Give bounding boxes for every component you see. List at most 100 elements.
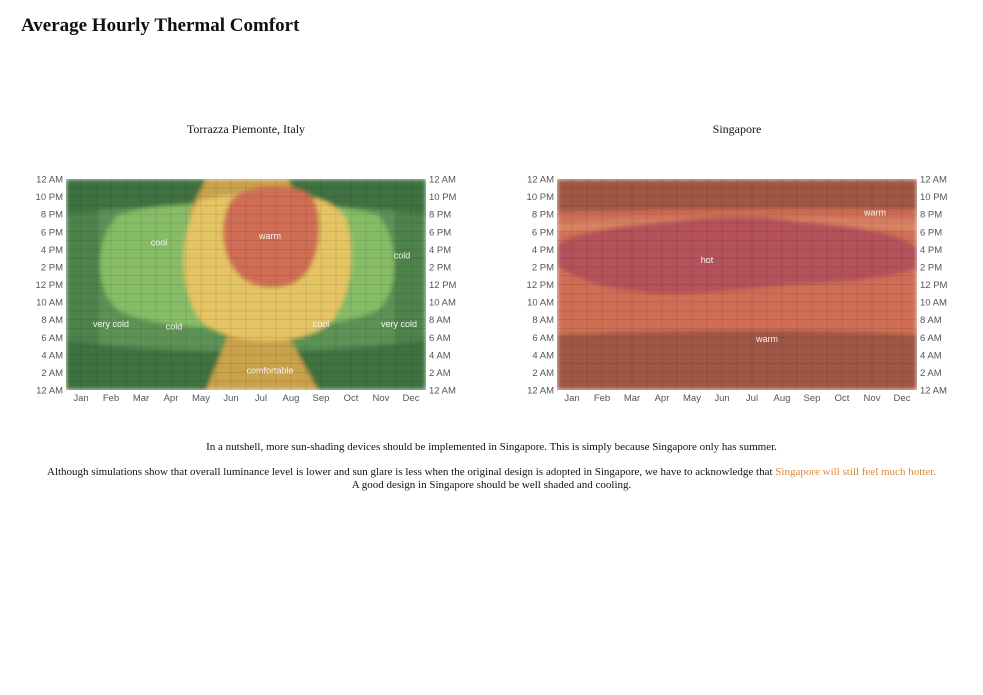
y-tick-label-right: 8 AM xyxy=(920,315,942,326)
y-tick-label-left: 6 PM xyxy=(532,227,554,238)
y-tick-label-left: 4 PM xyxy=(41,245,63,256)
y-tick-label-right: 10 PM xyxy=(429,192,457,203)
x-tick-label: Aug xyxy=(283,393,300,404)
page-title: Average Hourly Thermal Comfort xyxy=(21,15,300,36)
x-tick-label: Dec xyxy=(403,393,420,404)
zone-label: warm xyxy=(863,207,886,217)
x-tick-label: Apr xyxy=(164,393,179,404)
zone-label: very cold xyxy=(93,319,129,329)
chart-title-singapore: Singapore xyxy=(712,122,762,136)
zone-label: warm xyxy=(755,334,778,344)
zone-cold-left xyxy=(66,179,100,390)
x-tick-label: Jun xyxy=(714,393,729,404)
y-tick-label-right: 2 AM xyxy=(429,368,451,379)
x-tick-label: May xyxy=(192,393,210,404)
y-tick-label-left: 6 PM xyxy=(41,227,63,238)
y-tick-label-left: 8 PM xyxy=(532,210,554,221)
y-tick-label-left: 12 PM xyxy=(527,280,555,291)
x-tick-label: Jan xyxy=(564,393,579,404)
x-tick-label: Sep xyxy=(804,393,821,404)
caption-line-1: In a nutshell, more sun-shading devices … xyxy=(206,441,777,453)
y-tick-label-left: 6 AM xyxy=(532,333,554,344)
y-tick-label-right: 4 PM xyxy=(429,245,451,256)
x-tick-label: Nov xyxy=(373,393,390,404)
zone-label: cool xyxy=(151,237,168,247)
x-tick-label: Apr xyxy=(655,393,670,404)
zone-hot xyxy=(557,217,917,294)
y-tick-label-left: 2 PM xyxy=(532,262,554,273)
x-tick-label: Jun xyxy=(223,393,238,404)
x-tick-label: Jan xyxy=(73,393,88,404)
y-tick-label-right: 10 PM xyxy=(920,192,948,203)
x-tick-label: Jul xyxy=(255,393,267,404)
y-tick-label-right: 2 PM xyxy=(920,262,942,273)
y-tick-label-right: 12 AM xyxy=(429,386,456,397)
y-tick-label-left: 2 AM xyxy=(532,368,554,379)
y-tick-label-right: 6 AM xyxy=(920,333,942,344)
zone-comfortable-bottom xyxy=(206,335,318,390)
x-tick-label: Sep xyxy=(313,393,330,404)
y-tick-label-right: 6 PM xyxy=(429,227,451,238)
y-tick-label-right: 10 AM xyxy=(429,298,456,309)
caption-line-2-text: Although simulations show that overall l… xyxy=(47,466,776,478)
y-tick-label-left: 10 AM xyxy=(527,298,554,309)
y-tick-label-right: 6 PM xyxy=(920,227,942,238)
torrazza-plot-area xyxy=(66,179,426,390)
y-tick-label-right: 12 AM xyxy=(920,386,947,397)
y-tick-label-left: 4 AM xyxy=(41,350,63,361)
caption-highlight: Singapore will still feel much hotter. xyxy=(775,466,936,478)
y-tick-label-right: 12 AM xyxy=(429,175,456,186)
x-tick-label: Feb xyxy=(103,393,119,404)
x-tick-label: Aug xyxy=(774,393,791,404)
y-tick-label-left: 8 AM xyxy=(41,315,63,326)
x-tick-label: Mar xyxy=(624,393,640,404)
y-tick-label-left: 10 PM xyxy=(527,192,555,203)
x-tick-label: Mar xyxy=(133,393,149,404)
singapore-heatmap: 12 AM 10 PM 8 PM 6 PM 4 PM 2 PM 12 PM 10 AM 8 AM… xyxy=(527,175,948,405)
y-tick-label-left: 12 PM xyxy=(36,280,64,291)
x-tick-label: Nov xyxy=(864,393,881,404)
y-tick-label-right: 12 PM xyxy=(920,280,948,291)
y-tick-label-right: 10 AM xyxy=(920,298,947,309)
singapore-grid xyxy=(557,179,917,390)
y-tick-label-left: 12 AM xyxy=(36,386,63,397)
x-tick-label: Feb xyxy=(594,393,610,404)
singapore-plot-area xyxy=(557,179,917,390)
y-tick-label-right: 12 AM xyxy=(920,175,947,186)
zone-label: warm xyxy=(258,231,281,241)
torrazza-grid xyxy=(66,179,426,390)
zone-label: comfortable xyxy=(246,366,293,376)
y-tick-label-right: 4 AM xyxy=(920,350,942,361)
zone-label: cold xyxy=(394,250,411,260)
x-tick-label: May xyxy=(683,393,701,404)
y-tick-label-left: 2 PM xyxy=(41,262,63,273)
x-tick-label: Oct xyxy=(835,393,850,404)
y-tick-label-right: 2 PM xyxy=(429,262,451,273)
zone-cold-right xyxy=(394,179,426,390)
y-tick-label-right: 4 PM xyxy=(920,245,942,256)
y-tick-label-right: 8 AM xyxy=(429,315,451,326)
y-tick-label-left: 10 PM xyxy=(36,192,64,203)
x-tick-label: Jul xyxy=(746,393,758,404)
x-tick-label: Oct xyxy=(344,393,359,404)
y-tick-label-right: 6 AM xyxy=(429,333,451,344)
caption-line-3: A good design in Singapore should be wel… xyxy=(351,479,632,491)
y-tick-label-left: 2 AM xyxy=(41,368,63,379)
y-tick-label-right: 4 AM xyxy=(429,350,451,361)
x-tick-label: Dec xyxy=(894,393,911,404)
y-tick-label-left: 8 PM xyxy=(41,210,63,221)
zone-warm xyxy=(223,186,320,288)
caption-line-2: Although simulations show that overall l… xyxy=(0,466,983,479)
y-tick-label-left: 12 AM xyxy=(527,386,554,397)
y-tick-label-left: 12 AM xyxy=(527,175,554,186)
y-tick-label-left: 12 AM xyxy=(36,175,63,186)
zone-label: cold xyxy=(166,322,183,332)
y-tick-label-right: 8 PM xyxy=(920,210,942,221)
y-tick-label-left: 6 AM xyxy=(41,333,63,344)
y-tick-label-left: 8 AM xyxy=(532,315,554,326)
y-tick-label-left: 10 AM xyxy=(36,298,63,309)
y-tick-label-right: 12 PM xyxy=(429,280,457,291)
y-tick-label-right: 2 AM xyxy=(920,368,942,379)
y-tick-label-left: 4 AM xyxy=(532,350,554,361)
torrazza-heatmap: 12 AM 10 PM 8 PM 6 PM 4 PM 2 PM 12 PM 10 AM 8 AM… xyxy=(36,175,457,405)
